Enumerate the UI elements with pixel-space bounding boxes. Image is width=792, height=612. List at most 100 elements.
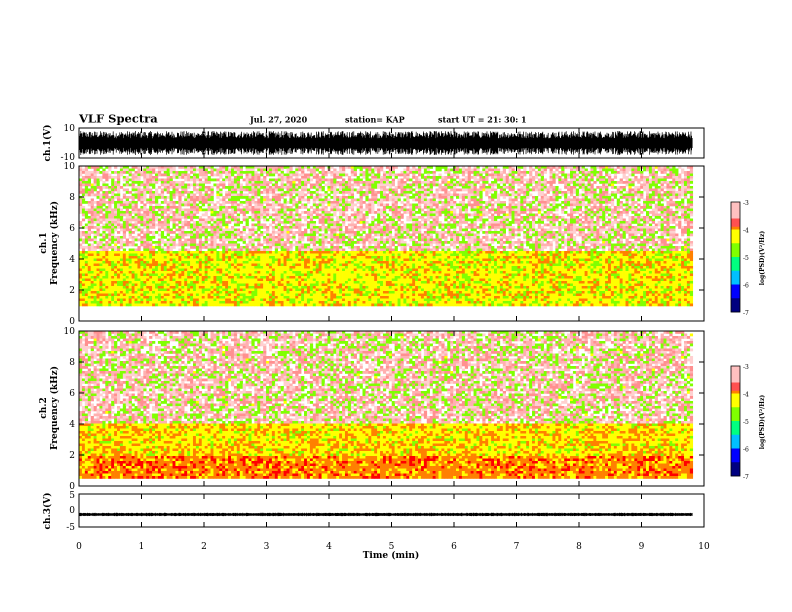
spectrogram-cell [672, 193, 676, 197]
spectrogram-cell [286, 226, 290, 229]
spectrogram-cell [494, 218, 498, 222]
spectrogram-cell [368, 211, 372, 214]
spectrogram-cell [496, 183, 501, 187]
spectrogram-cell [625, 208, 629, 212]
spectrogram-cell [306, 208, 311, 212]
spectrogram-cell [429, 176, 433, 179]
spectrogram-cell [499, 186, 504, 189]
spectrogram-cell [169, 218, 173, 222]
spectrogram-cell [380, 193, 384, 197]
spectrogram-cell [552, 206, 556, 209]
spectrogram-cell [453, 201, 457, 204]
spectrogram-cell [298, 206, 302, 209]
spectrogram-cell [210, 216, 214, 219]
spectrogram-cell [602, 191, 606, 194]
spectrogram-cell [377, 208, 381, 212]
spectrogram-cell [339, 238, 343, 242]
spectrogram-cell [625, 223, 629, 227]
spectrogram-cell [111, 201, 115, 204]
spectrogram-cell [380, 166, 384, 169]
spectrogram-cell [456, 171, 460, 174]
spectrogram-cell [491, 216, 495, 219]
spectrogram-cell [90, 171, 94, 174]
spectrogram-cell [450, 176, 454, 179]
spectrogram-cell [444, 166, 448, 169]
spectrogram-cell [152, 191, 156, 194]
spectrogram-cell [418, 208, 422, 212]
spectrogram-cell [87, 221, 91, 224]
spectrogram-cell [116, 186, 121, 189]
spectrogram-cell [496, 223, 501, 227]
spectrogram-cell [84, 168, 89, 172]
spectrogram-cell [409, 196, 413, 199]
spectrogram-cell [403, 198, 407, 202]
spectrogram-cell [301, 238, 305, 242]
spectrogram-cell [295, 183, 299, 187]
spectrogram-cell [163, 228, 167, 232]
spectrogram-cell [444, 191, 448, 194]
spectrogram-cell [119, 223, 124, 227]
spectrogram-cell [438, 183, 442, 187]
spectrogram-cell [140, 188, 144, 192]
spectrogram-cell [99, 188, 103, 192]
spectrogram-cell [263, 241, 267, 244]
spectrogram-cell [423, 196, 428, 199]
spectrogram-cell [426, 211, 431, 214]
spectrogram-cell [458, 183, 463, 187]
spectrogram-cell [403, 211, 407, 214]
spectrogram-cell [263, 168, 267, 172]
spectrogram-cell [236, 193, 241, 197]
spectrogram-cell [187, 173, 191, 177]
spectrogram-cell [81, 176, 86, 179]
spectrogram-cell [263, 176, 267, 179]
spectrogram-cell [464, 211, 469, 214]
spectrogram-cell [330, 213, 334, 217]
spectrogram-cell [353, 173, 357, 177]
spectrogram-cell [207, 188, 211, 192]
spectrogram-cell [461, 216, 466, 219]
spectrogram-cell [613, 231, 618, 234]
spectrogram-cell [675, 216, 679, 219]
spectrogram-cell [546, 186, 550, 189]
spectrogram-cell [634, 236, 638, 239]
spectrogram-cell [444, 198, 448, 202]
spectrogram-cell [526, 183, 530, 187]
spectrogram-cell [570, 228, 574, 232]
spectrogram-cell [447, 216, 451, 219]
spectrogram-cell [572, 228, 577, 232]
spectrogram-cell [149, 216, 153, 219]
spectrogram-cell [438, 221, 442, 224]
spectrogram-cell [654, 183, 658, 187]
spectrogram-cell [321, 216, 325, 219]
spectrogram-cell [543, 213, 547, 217]
spectrogram-cell [266, 203, 270, 207]
spectrogram-cell [365, 226, 369, 229]
spectrogram-cell [140, 228, 144, 232]
spectrogram-cell [119, 171, 124, 174]
spectrogram-cell [380, 208, 384, 212]
spectrogram-cell [292, 181, 296, 184]
spectrogram-cell [552, 213, 556, 217]
spectrogram-cell [526, 186, 530, 189]
spectrogram-cell [599, 178, 603, 182]
spectrogram-cell [391, 166, 395, 169]
spectrogram-cell [441, 226, 445, 229]
spectrogram-cell [453, 171, 457, 174]
spectrogram-cell [511, 216, 515, 219]
spectrogram-cell [222, 196, 226, 199]
spectrogram-cell [470, 228, 474, 232]
spectrogram-cell [511, 206, 515, 209]
spectrogram-cell [628, 228, 632, 232]
spectrogram-cell [505, 216, 509, 219]
spectrogram-cell [441, 166, 445, 169]
spectrogram-cell [453, 188, 457, 192]
spectrogram-cell [660, 221, 664, 224]
spectrogram-cell [575, 181, 580, 184]
spectrogram-cell [631, 173, 635, 177]
spectrogram-cell [613, 228, 618, 232]
spectrogram-cell [450, 188, 454, 192]
spectrogram-cell [108, 208, 112, 212]
spectrogram-cell [87, 238, 91, 242]
spectrogram-cell [502, 193, 506, 197]
spectrogram-cell [172, 186, 176, 189]
